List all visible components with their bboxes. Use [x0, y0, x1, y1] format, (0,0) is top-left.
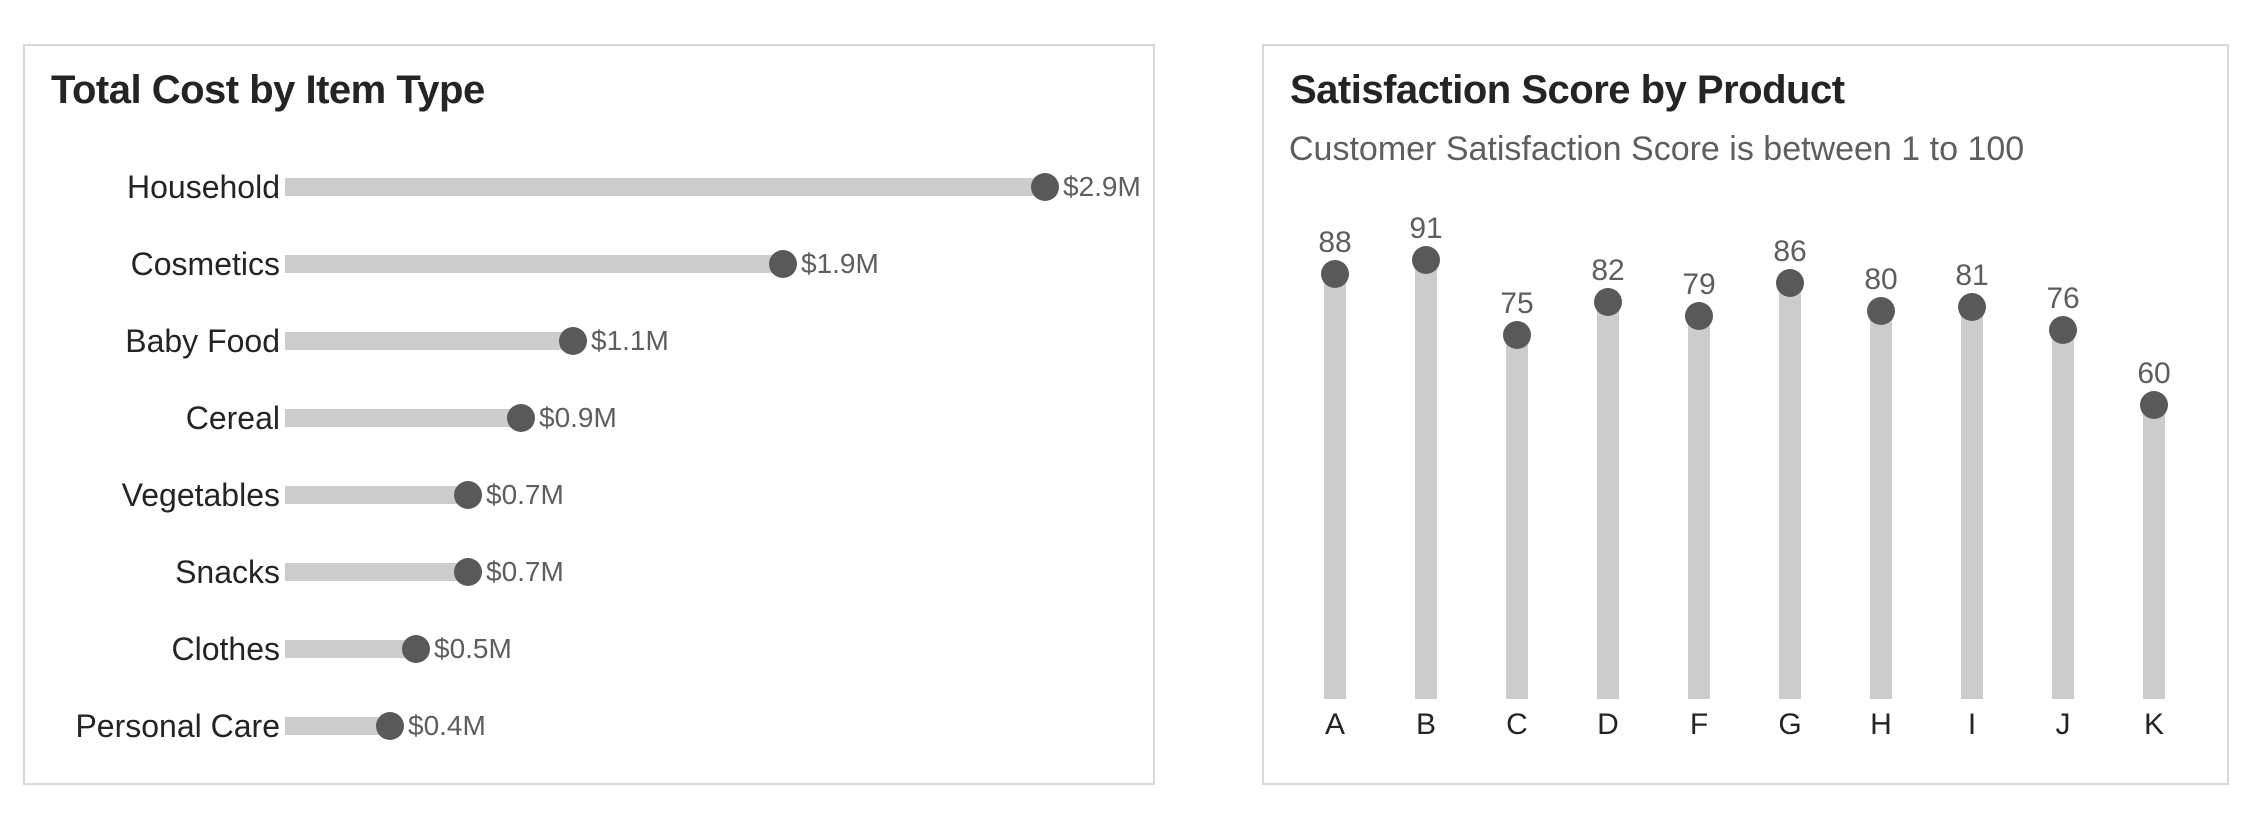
value-label: 86	[1773, 235, 1807, 268]
value-label: $0.5M	[434, 633, 512, 664]
value-label: 91	[1409, 212, 1443, 245]
dot-cereal[interactable]	[507, 404, 535, 432]
dot-h[interactable]	[1867, 297, 1895, 325]
chart-title: Total Cost by Item Type	[51, 68, 485, 112]
dot-clothes[interactable]	[402, 635, 430, 663]
category-label: I	[1967, 708, 1977, 741]
dot-vegetables[interactable]	[454, 481, 482, 509]
category-label: Baby Food	[125, 323, 280, 359]
lollipop-row-cosmetics: Cosmetics $1.9M	[25, 244, 1153, 284]
bar-cereal[interactable]	[285, 409, 521, 427]
value-label: $0.7M	[486, 556, 564, 587]
panel-total-cost-by-item-type: Total Cost by Item Type Household $2.9M Co…	[23, 44, 1155, 785]
panel-satisfaction-score-by-product: Satisfaction Score by Product Customer S…	[1262, 44, 2229, 785]
value-label: 75	[1500, 287, 1534, 320]
category-label: Snacks	[175, 554, 280, 590]
lollipop-row-baby-food: Baby Food $1.1M	[25, 321, 1153, 361]
value-label: $0.7M	[486, 479, 564, 510]
value-label: $1.1M	[591, 325, 669, 356]
bar-household[interactable]	[285, 178, 1045, 196]
bar-h[interactable]	[1870, 311, 1892, 699]
lollipop-row-clothes: Clothes $0.5M	[25, 629, 1153, 669]
bar-j[interactable]	[2052, 330, 2074, 699]
category-label: Clothes	[171, 631, 281, 667]
dot-g[interactable]	[1776, 269, 1804, 297]
bar-personal-care[interactable]	[285, 717, 390, 735]
lollipop-row-snacks: Snacks $0.7M	[25, 552, 1153, 592]
value-label: $1.9M	[801, 248, 879, 279]
value-label: 81	[1955, 259, 1989, 292]
bar-i[interactable]	[1961, 307, 1983, 699]
chart-subtitle: Customer Satisfaction Score is between 1…	[1289, 130, 2025, 168]
category-label: C	[1506, 708, 1528, 741]
category-label: H	[1870, 708, 1892, 741]
lollipop-row-household: Household $2.9M	[25, 167, 1153, 207]
category-label: Cereal	[185, 400, 280, 436]
dot-household[interactable]	[1031, 173, 1059, 201]
bar-a[interactable]	[1324, 274, 1346, 699]
bar-baby-food[interactable]	[285, 332, 573, 350]
dot-snacks[interactable]	[454, 558, 482, 586]
dot-i[interactable]	[1958, 293, 1986, 321]
lollipop-row-personal-care: Personal Care $0.4M	[25, 706, 1153, 746]
category-label: Household	[127, 169, 280, 205]
dot-d[interactable]	[1594, 288, 1622, 316]
dot-baby-food[interactable]	[559, 327, 587, 355]
lollipop-row-vegetables: Vegetables $0.7M	[25, 475, 1153, 515]
category-label: Vegetables	[121, 477, 280, 513]
value-label: 60	[2137, 357, 2171, 390]
value-label: $0.9M	[539, 402, 617, 433]
dot-c[interactable]	[1503, 321, 1531, 349]
category-label: G	[1778, 708, 1802, 741]
category-label: F	[1689, 708, 1709, 741]
dot-k[interactable]	[2140, 391, 2168, 419]
dot-f[interactable]	[1685, 302, 1713, 330]
bar-f[interactable]	[1688, 316, 1710, 699]
bar-cosmetics[interactable]	[285, 255, 783, 273]
lollipop-row-cereal: Cereal $0.9M	[25, 398, 1153, 438]
category-label: Personal Care	[75, 708, 280, 744]
category-label: D	[1597, 708, 1619, 741]
bar-g[interactable]	[1779, 283, 1801, 699]
category-label: K	[2143, 708, 2164, 741]
bar-clothes[interactable]	[285, 640, 416, 658]
chart-title: Satisfaction Score by Product	[1290, 68, 1845, 112]
value-label: 82	[1591, 254, 1625, 287]
bar-d[interactable]	[1597, 302, 1619, 699]
value-label: $2.9M	[1063, 171, 1141, 202]
bar-vegetables[interactable]	[285, 486, 468, 504]
bar-k[interactable]	[2143, 405, 2165, 699]
category-label: A	[1324, 708, 1345, 741]
dot-cosmetics[interactable]	[769, 250, 797, 278]
value-label: 76	[2046, 282, 2080, 315]
category-label: J	[2055, 708, 2071, 741]
value-label: 88	[1318, 226, 1352, 259]
value-label: 80	[1864, 263, 1898, 296]
category-label: Cosmetics	[130, 246, 280, 282]
bar-snacks[interactable]	[285, 563, 468, 581]
value-label: $0.4M	[408, 710, 486, 741]
dot-b[interactable]	[1412, 246, 1440, 274]
bar-b[interactable]	[1415, 260, 1437, 699]
dot-personal-care[interactable]	[376, 712, 404, 740]
dot-a[interactable]	[1321, 260, 1349, 288]
dot-j[interactable]	[2049, 316, 2077, 344]
bar-c[interactable]	[1506, 335, 1528, 699]
value-label: 79	[1682, 268, 1716, 301]
category-label: B	[1415, 708, 1436, 741]
